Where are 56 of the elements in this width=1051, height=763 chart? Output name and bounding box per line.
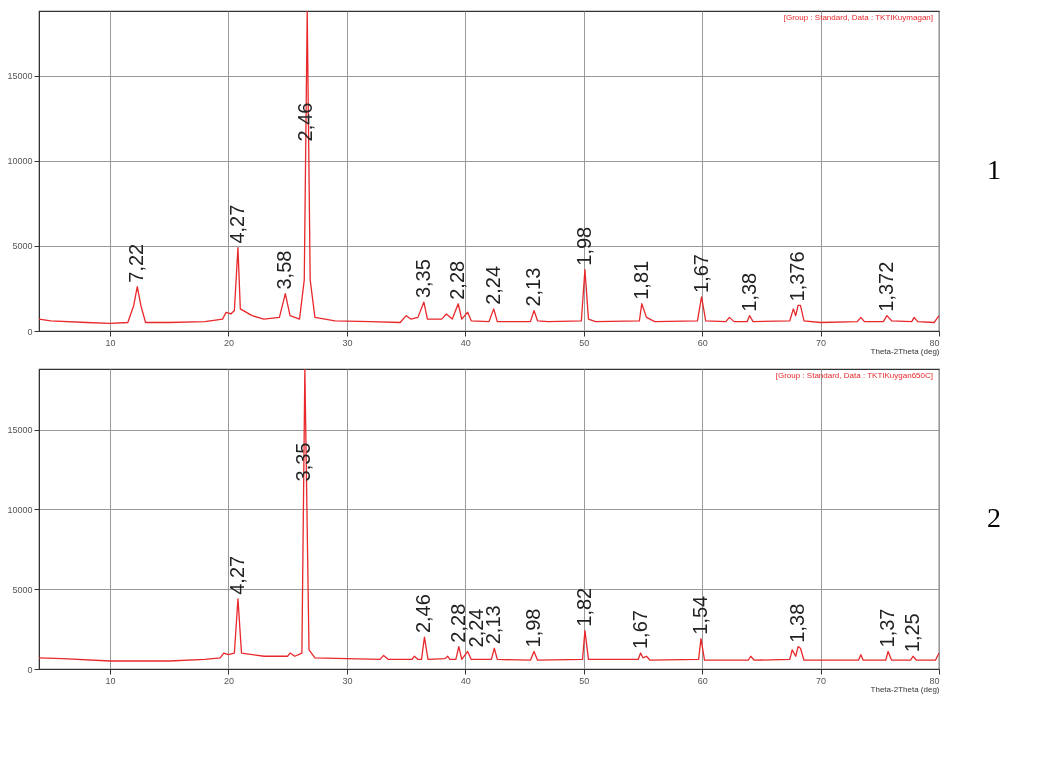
x-tick-label: 70 bbox=[816, 675, 827, 686]
x-tick-label: 30 bbox=[342, 337, 353, 348]
y-tick-label: 5000 bbox=[12, 241, 33, 252]
y-tick-label: 5000 bbox=[12, 584, 33, 595]
x-tick-label: 20 bbox=[223, 337, 234, 348]
annotation: 3,35 bbox=[291, 442, 314, 482]
annotation: 2,24 bbox=[481, 265, 504, 305]
annotation: 1,38 bbox=[737, 272, 760, 312]
annotation: 4,27 bbox=[225, 555, 248, 595]
x-tick-label: 70 bbox=[816, 337, 827, 348]
x-axis-title: Theta-2Theta (deg) bbox=[870, 684, 940, 694]
x-tick-label: 50 bbox=[579, 337, 590, 348]
x-tick-label: 50 bbox=[579, 675, 590, 686]
annotation: 1,372 bbox=[874, 261, 897, 312]
annotation: 1,81 bbox=[629, 260, 652, 300]
annotation: 2,46 bbox=[293, 102, 316, 142]
annotation: 1,98 bbox=[522, 608, 544, 648]
annotation: 2,13 bbox=[522, 267, 544, 307]
line-series bbox=[39, 369, 939, 662]
annotation: 1,82 bbox=[572, 587, 595, 627]
y-tick-label: 15000 bbox=[7, 71, 33, 82]
annotation: 4,27 bbox=[225, 204, 248, 244]
y-tick-label: 10000 bbox=[7, 504, 33, 515]
annotation: 1,25 bbox=[900, 613, 923, 653]
x-tick-label: 20 bbox=[223, 675, 234, 686]
annotation: 3,35 bbox=[411, 259, 434, 299]
annotation: [Group : Standard, Data : TKTIKuymagan] bbox=[783, 13, 933, 22]
y-tick-label: 15000 bbox=[7, 425, 33, 436]
x-tick-label: 10 bbox=[105, 675, 116, 686]
x-axis-title: Theta-2Theta (deg) bbox=[870, 346, 940, 356]
annotation: 1,38 bbox=[786, 603, 809, 643]
x-tick-label: 80 bbox=[929, 337, 940, 348]
text: 1 bbox=[987, 154, 1001, 185]
annotation: [Group : Standard, Data : TKTIKuygan650C] bbox=[775, 371, 933, 380]
annotation: 1,67 bbox=[628, 610, 651, 650]
annotation: 1,54 bbox=[688, 595, 711, 635]
line-series bbox=[39, 11, 939, 324]
annotation: 2,46 bbox=[412, 594, 435, 634]
y-tick-label: 0 bbox=[27, 326, 33, 337]
x-tick-label: 10 bbox=[105, 337, 116, 348]
x-tick-label: 80 bbox=[929, 675, 940, 686]
annotation: 1,67 bbox=[689, 254, 712, 293]
y-tick-label: 10000 bbox=[7, 156, 33, 167]
x-tick-label: 60 bbox=[697, 337, 708, 348]
annotation: 7,22 bbox=[125, 243, 148, 283]
x-tick-label: 40 bbox=[460, 337, 471, 348]
annotation: 2,28 bbox=[446, 260, 469, 300]
y-tick-label: 0 bbox=[27, 664, 33, 675]
text: 2 bbox=[987, 502, 1001, 533]
annotation: 1,37 bbox=[876, 608, 899, 648]
annotation: 1,376 bbox=[786, 251, 809, 302]
annotation: 3,58 bbox=[273, 250, 296, 290]
x-tick-label: 60 bbox=[697, 675, 708, 686]
x-tick-label: 30 bbox=[342, 675, 353, 686]
annotation: 1,98 bbox=[572, 226, 595, 266]
x-tick-label: 40 bbox=[460, 675, 471, 686]
